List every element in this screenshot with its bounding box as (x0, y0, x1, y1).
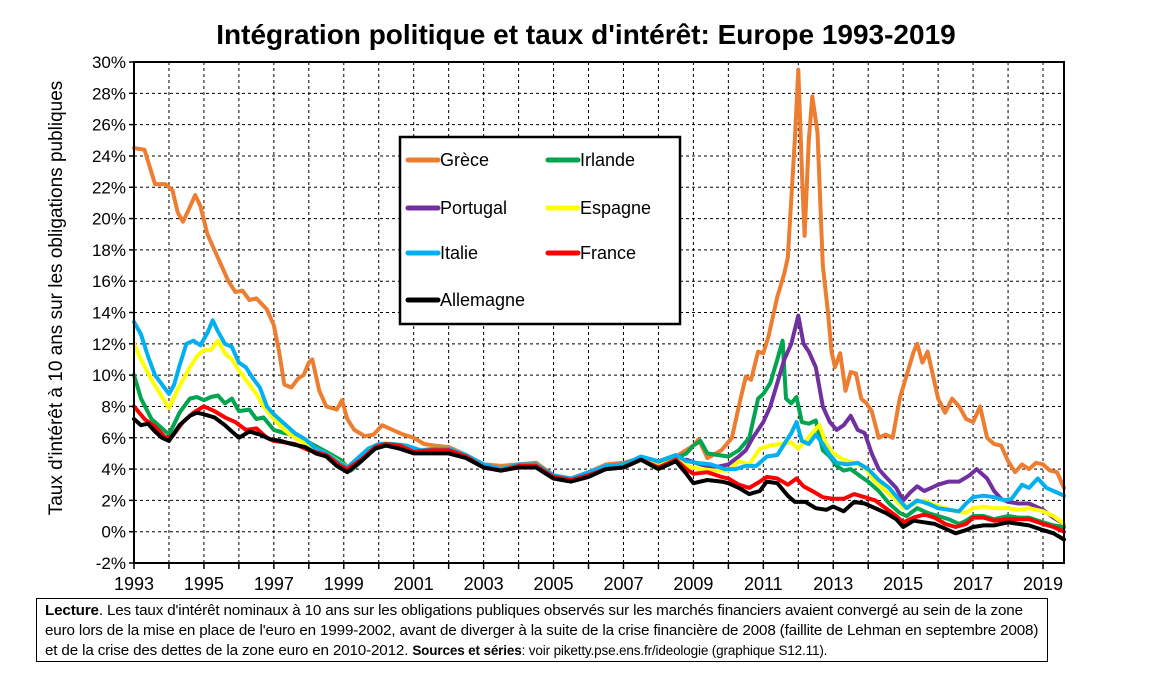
y-tick-label: 20% (92, 210, 126, 229)
x-tick-label: 2017 (953, 574, 993, 594)
x-tick-label: 2007 (603, 574, 643, 594)
x-tick-label: 2015 (883, 574, 923, 594)
y-tick-label: 0% (101, 523, 126, 542)
legend-label-irlande: Irlande (580, 150, 635, 170)
x-tick-label: 2019 (1023, 574, 1063, 594)
y-tick-label: 28% (92, 84, 126, 103)
x-tick-label: 1997 (254, 574, 294, 594)
y-tick-label: 10% (92, 366, 126, 385)
x-tick-label: 2013 (813, 574, 853, 594)
legend-label-france: France (580, 243, 636, 263)
x-tick-label: 2005 (534, 574, 574, 594)
series-line-italie (132, 318, 1066, 514)
y-tick-label: 16% (92, 272, 126, 291)
series-line-allemagne (132, 410, 1066, 542)
x-tick-label: 1993 (114, 574, 154, 594)
x-tick-labels: 1993 1995 1997 1999 2001 2003 2005 2007 2009 2011… (114, 563, 1063, 594)
y-tick-label: 14% (92, 304, 126, 323)
y-tick-label: 24% (92, 147, 126, 166)
legend-label-allemagne: Allemagne (440, 290, 525, 310)
x-tick-label: 1999 (324, 574, 364, 594)
y-tick-label: -2% (96, 554, 126, 573)
footnote-sources-label: Sources et séries (412, 643, 522, 658)
y-axis-label: Taux d'intérêt à 10 ans sur les obligati… (46, 81, 67, 516)
y-tick-label: 4% (101, 460, 126, 479)
footnote-sources-text: : voir piketty.pse.ens.fr/ideologie (gra… (521, 643, 828, 658)
legend: Grèce Irlande Portugal Espagne Italie France A… (398, 135, 682, 326)
legend-label-grece: Grèce (440, 150, 489, 170)
footnote-lecture-label: Lecture (45, 602, 99, 619)
y-tick-label: 26% (92, 116, 126, 135)
y-tick-label: 18% (92, 241, 126, 260)
series-line-irlande (132, 338, 1066, 529)
x-tick-label: 1995 (184, 574, 224, 594)
y-tick-label: 8% (101, 397, 126, 416)
x-tick-label: 2003 (464, 574, 504, 594)
y-tick-label: 2% (101, 491, 126, 510)
chart-title: Intégration politique et taux d'intérêt:… (216, 19, 955, 50)
footnote: Lecture. Les taux d'intérêt nominaux à 1… (36, 598, 1048, 662)
y-tick-label: 30% (92, 53, 126, 72)
y-tick-labels: 30% 28% 26% 24% 22% 20% 18% 16% 14% 12% 10% 8% 6% 4% 2… (92, 53, 134, 573)
legend-label-espagne: Espagne (580, 198, 651, 218)
y-tick-label: 22% (92, 178, 126, 197)
y-tick-label: 12% (92, 335, 126, 354)
legend-box (398, 135, 682, 326)
legend-label-italie: Italie (440, 243, 478, 263)
chart: Intégration politique et taux d'intérêt:… (46, 19, 1066, 594)
y-tick-label: 6% (101, 429, 126, 448)
x-tick-label: 2011 (744, 574, 783, 594)
x-tick-label: 2009 (673, 574, 713, 594)
series-lines (132, 67, 1066, 542)
x-tick-label: 2001 (394, 574, 434, 594)
legend-label-portugal: Portugal (440, 198, 507, 218)
series-line-portugal (684, 313, 1066, 526)
footnote-text: . Les taux d'intérêt nominaux à 10 ans s… (45, 602, 1039, 659)
